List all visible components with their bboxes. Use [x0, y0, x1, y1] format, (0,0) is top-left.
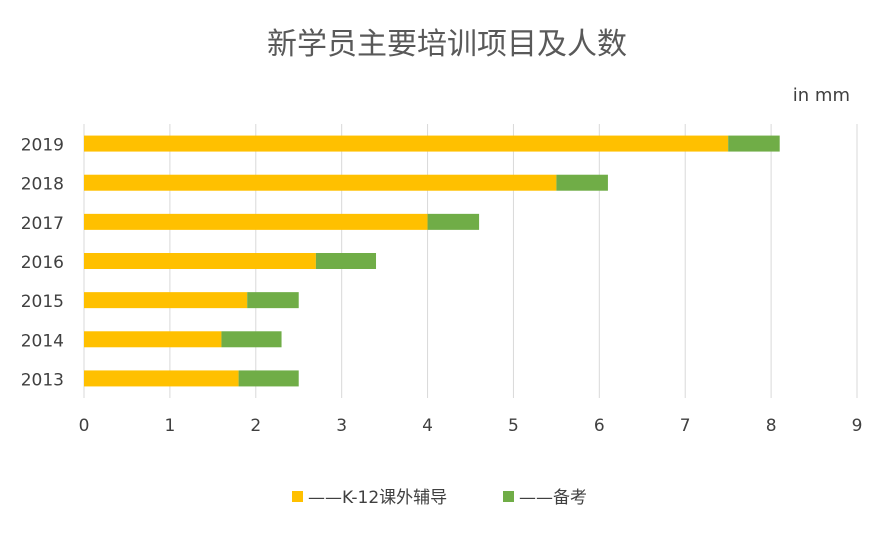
y-tick-label: 2019 — [21, 136, 64, 156]
x-tick-label: 1 — [164, 416, 175, 436]
x-tick-label: 0 — [79, 416, 90, 436]
bar-k12-2015 — [84, 292, 248, 309]
bars — [84, 135, 780, 387]
bar-exam-prep-2019 — [728, 135, 780, 152]
bar-exam-prep-2018 — [556, 174, 608, 191]
x-tick-label: 8 — [766, 416, 777, 436]
bar-exam-prep-2015 — [247, 292, 299, 309]
legend: ——K-12课外辅导 ——备考 — [292, 488, 587, 508]
y-axis-labels: 2019 2018 2017 2016 2015 2014 2013 — [21, 136, 64, 391]
y-tick-label: 2013 — [21, 370, 64, 390]
x-tick-label: 3 — [336, 416, 347, 436]
x-axis-labels: 0 1 2 3 4 5 6 7 8 9 — [79, 416, 863, 436]
x-tick-label: 4 — [422, 416, 433, 436]
unit-label: in mm — [793, 85, 850, 106]
bar-k12-2018 — [84, 174, 557, 191]
y-tick-label: 2015 — [21, 292, 64, 312]
bar-k12-2013 — [84, 370, 239, 387]
y-tick-label: 2014 — [21, 331, 64, 351]
bar-exam-prep-2016 — [315, 253, 377, 269]
x-tick-label: 6 — [594, 416, 605, 436]
bar-k12-2017 — [84, 213, 428, 230]
chart-title: 新学员主要培训项目及人数 — [267, 27, 627, 62]
y-tick-label: 2017 — [21, 214, 64, 234]
x-tick-label: 9 — [852, 416, 863, 436]
y-tick-label: 2018 — [21, 175, 64, 195]
legend-label: ——K-12课外辅导 — [308, 488, 447, 508]
legend-swatch — [292, 491, 303, 502]
x-tick-label: 2 — [250, 416, 261, 436]
x-tick-label: 7 — [680, 416, 691, 436]
bar-k12-2014 — [84, 331, 222, 348]
bar-exam-prep-2013 — [238, 370, 299, 387]
bar-k12-2019 — [84, 135, 729, 152]
x-tick-label: 5 — [508, 416, 519, 436]
legend-label: ——备考 — [519, 488, 587, 508]
bar-exam-prep-2014 — [221, 331, 282, 348]
bar-exam-prep-2017 — [427, 213, 480, 230]
legend-swatch — [503, 491, 514, 502]
y-tick-label: 2016 — [21, 253, 64, 273]
bar-k12-2016 — [84, 253, 316, 269]
gridlines — [83, 124, 858, 398]
